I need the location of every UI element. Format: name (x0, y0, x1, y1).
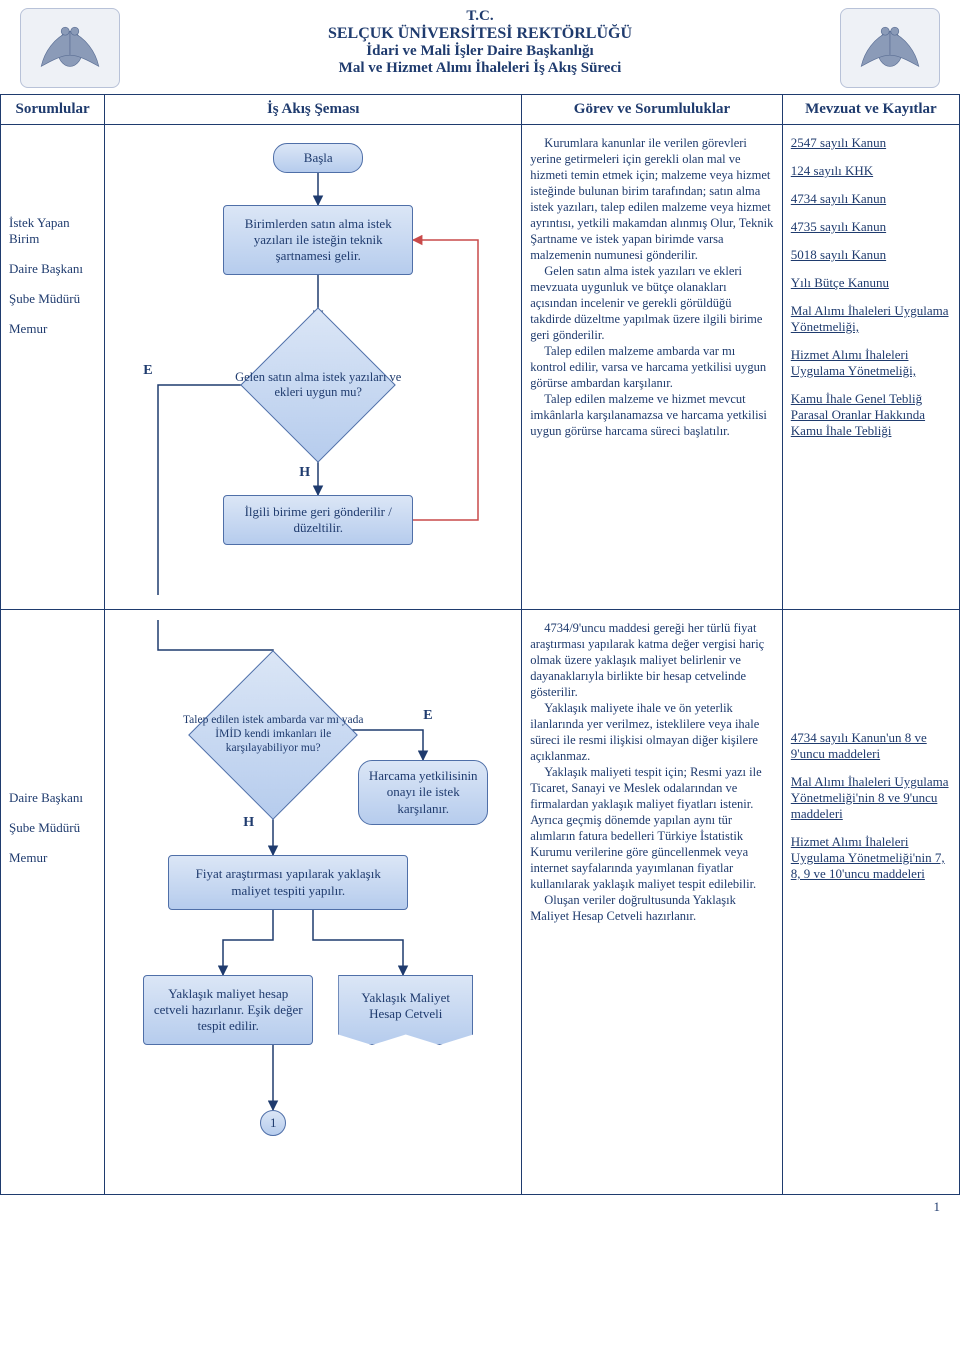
duty-paragraph: Yaklaşık maliyete ihale ve ön yeterlik i… (530, 700, 774, 764)
duty-paragraph: Kurumlara kanunlar ile verilen görevleri… (530, 135, 774, 263)
legislation-item: Mal Alımı İhaleleri Uygulama Yönetmeliği… (791, 774, 951, 822)
cell-gorev-2: 4734/9'uncu maddesi gereği her türlü fiy… (522, 610, 783, 1195)
cell-gorev-1: Kurumlara kanunlar ile verilen görevleri… (522, 125, 783, 610)
flow-process-price-research: Fiyat araştırması yapılarak yaklaşık mal… (168, 855, 408, 910)
col-header-mevzuat: Mevzuat ve Kayıtlar (782, 95, 959, 125)
flowchart-row1: Başla Birimlerden satın alma istek yazıl… (113, 135, 513, 595)
legislation-item: Kamu İhale Genel Tebliğ Parasal Oranlar … (791, 391, 951, 439)
duty-paragraph: Oluşan veriler doğrultusunda Yaklaşık Ma… (530, 892, 774, 924)
responsible-item: Memur (9, 850, 96, 866)
duty-paragraph: Talep edilen malzeme ve hizmet mevcut im… (530, 391, 774, 439)
flow-document-cost-schedule: Yaklaşık Maliyet Hesap Cetveli (338, 975, 473, 1045)
col-header-gorev: Görev ve Sorumluluklar (522, 95, 783, 125)
cell-sorumlular-2: Daire Başkanı Şube Müdürü Memur (1, 610, 105, 1195)
document-title-block: T.C. SELÇUK ÜNİVERSİTESİ REKTÖRLÜĞÜ İdar… (328, 8, 632, 77)
cell-mevzuat-2: 4734 sayılı Kanun'un 8 ve 9'uncu maddele… (782, 610, 959, 1195)
flowchart-row2: Talep edilen istek ambarda var mı yada İ… (113, 620, 513, 1180)
responsible-item: Daire Başkanı (9, 790, 96, 806)
right-institution-logo (840, 8, 940, 88)
table-row: Daire Başkanı Şube Müdürü Memur (1, 610, 960, 1195)
flow-process-prepare-schedule: Yaklaşık maliyet hesap cetveli hazırlanı… (143, 975, 313, 1045)
branch-label-no: H (243, 815, 254, 831)
duty-paragraph: 4734/9'uncu maddesi gereği her türlü fiy… (530, 620, 774, 700)
responsible-item: Memur (9, 321, 96, 337)
process-table: Sorumlular İş Akış Şeması Görev ve Sorum… (0, 94, 960, 1195)
legislation-item: Yılı Bütçe Kanunu (791, 275, 951, 291)
duty-paragraph: Gelen satın alma istek yazıları ve ekler… (530, 263, 774, 343)
duty-paragraph: Yaklaşık maliyeti tespit için; Resmi yaz… (530, 764, 774, 892)
document-header: T.C. SELÇUK ÜNİVERSİTESİ REKTÖRLÜĞÜ İdar… (0, 0, 960, 94)
legislation-item: 5018 sayılı Kanun (791, 247, 951, 263)
legislation-item: 4734 sayılı Kanun (791, 191, 951, 207)
legislation-item: 2547 sayılı Kanun (791, 135, 951, 151)
flow-process-return-to-unit: İlgili birime geri gönderilir / düzeltil… (223, 495, 413, 545)
flow-decision-docs-ok: Gelen satın alma istek yazıları ve ekler… (263, 330, 373, 440)
flow-process-receive-request: Birimlerden satın alma istek yazıları il… (223, 205, 413, 275)
legislation-item: 4735 sayılı Kanun (791, 219, 951, 235)
legislation-item: 124 sayılı KHK (791, 163, 951, 179)
title-line-4: Mal ve Hizmet Alımı İhaleleri İş Akış Sü… (328, 60, 632, 77)
title-line-3: İdari ve Mali İşler Daire Başkanlığı (328, 43, 632, 60)
flow-start-terminator: Başla (273, 143, 363, 173)
legislation-item: Hizmet Alımı İhaleleri Uygulama Yönetmel… (791, 834, 951, 882)
cell-flow-2: Talep edilen istek ambarda var mı yada İ… (105, 610, 522, 1195)
title-line-2: SELÇUK ÜNİVERSİTESİ REKTÖRLÜĞÜ (328, 25, 632, 43)
left-institution-logo (20, 8, 120, 88)
cell-sorumlular-1: İstek Yapan Birim Daire Başkanı Şube Müd… (1, 125, 105, 610)
legislation-item: 4734 sayılı Kanun'un 8 ve 9'uncu maddele… (791, 730, 951, 762)
branch-label-yes: E (143, 363, 152, 379)
page-number: 1 (0, 1195, 960, 1225)
legislation-item: Hizmet Alımı İhaleleri Uygulama Yönetmel… (791, 347, 951, 379)
responsible-item: Şube Müdürü (9, 820, 96, 836)
flow-decision-stock-available: Talep edilen istek ambarda var mı yada İ… (213, 675, 333, 795)
responsible-item: Şube Müdürü (9, 291, 96, 307)
title-line-1: T.C. (328, 8, 632, 25)
col-header-sorumlular: Sorumlular (1, 95, 105, 125)
responsible-item: İstek Yapan Birim (9, 215, 96, 247)
flow-off-page-connector: 1 (260, 1110, 286, 1136)
branch-label-no: H (299, 465, 310, 481)
eagle-emblem-icon (850, 18, 930, 78)
cell-flow-1: Başla Birimlerden satın alma istek yazıl… (105, 125, 522, 610)
table-row: İstek Yapan Birim Daire Başkanı Şube Müd… (1, 125, 960, 610)
branch-label-yes: E (423, 708, 432, 724)
table-header-row: Sorumlular İş Akış Şeması Görev ve Sorum… (1, 95, 960, 125)
duty-paragraph: Talep edilen malzeme ambarda var mı kont… (530, 343, 774, 391)
flow-process-expense-approval: Harcama yetkilisinin onayı ile istek kar… (358, 760, 488, 825)
cell-mevzuat-1: 2547 sayılı Kanun 124 sayılı KHK 4734 sa… (782, 125, 959, 610)
legislation-item: Mal Alımı İhaleleri Uygulama Yönetmeliği… (791, 303, 951, 335)
responsible-item: Daire Başkanı (9, 261, 96, 277)
eagle-emblem-icon (30, 18, 110, 78)
col-header-is-akis: İş Akış Şeması (105, 95, 522, 125)
